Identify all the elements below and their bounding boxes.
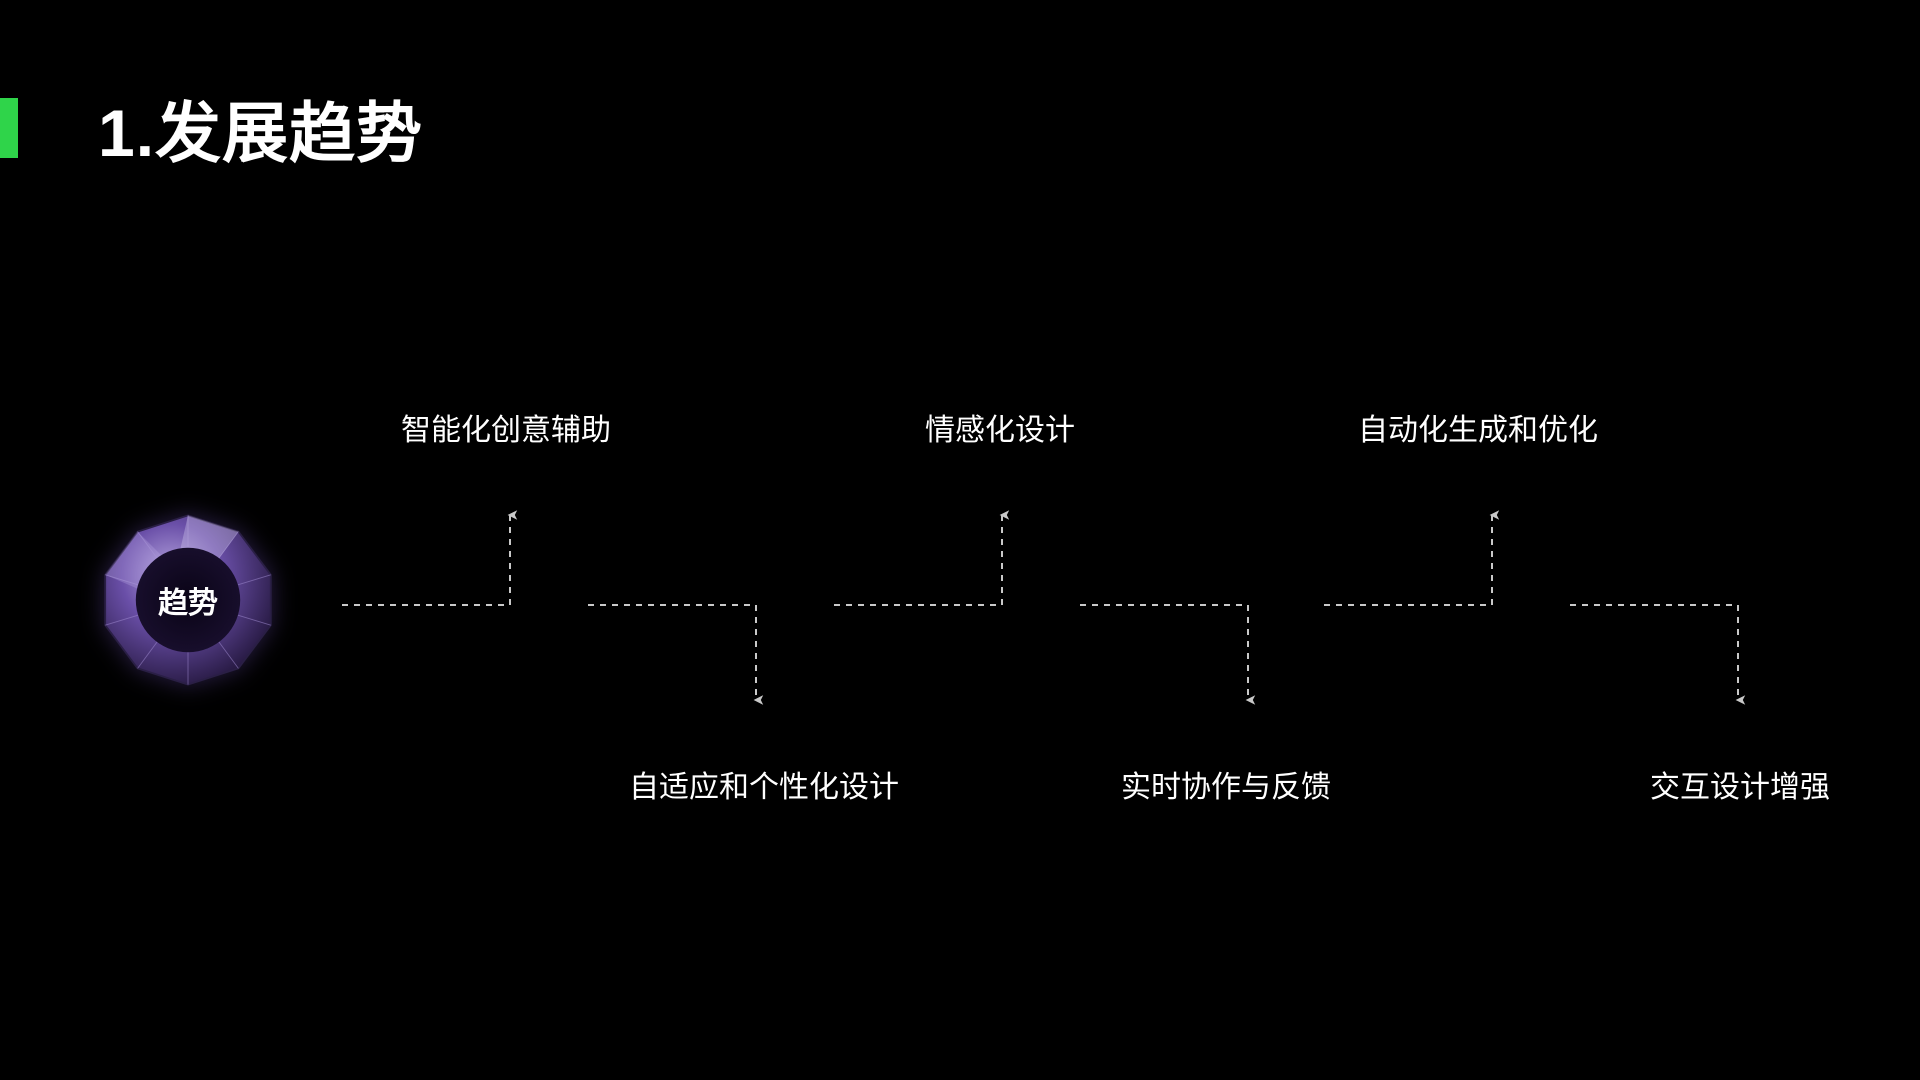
branch-label-b6: 交互设计增强 <box>1650 762 1830 806</box>
branch-label-b1: 智能化创意辅助 <box>401 405 611 449</box>
branch-label-b5: 自动化生成和优化 <box>1358 405 1598 449</box>
branch-label-b3: 情感化设计 <box>925 405 1075 449</box>
slide-title: 1.发展趋势 <box>98 80 423 176</box>
trend-gem: 趋势 <box>98 510 278 690</box>
gem-label: 趋势 <box>98 510 278 690</box>
branch-label-b2: 自适应和个性化设计 <box>629 762 899 806</box>
accent-bar <box>0 98 18 158</box>
branch-label-b4: 实时协作与反馈 <box>1121 762 1331 806</box>
